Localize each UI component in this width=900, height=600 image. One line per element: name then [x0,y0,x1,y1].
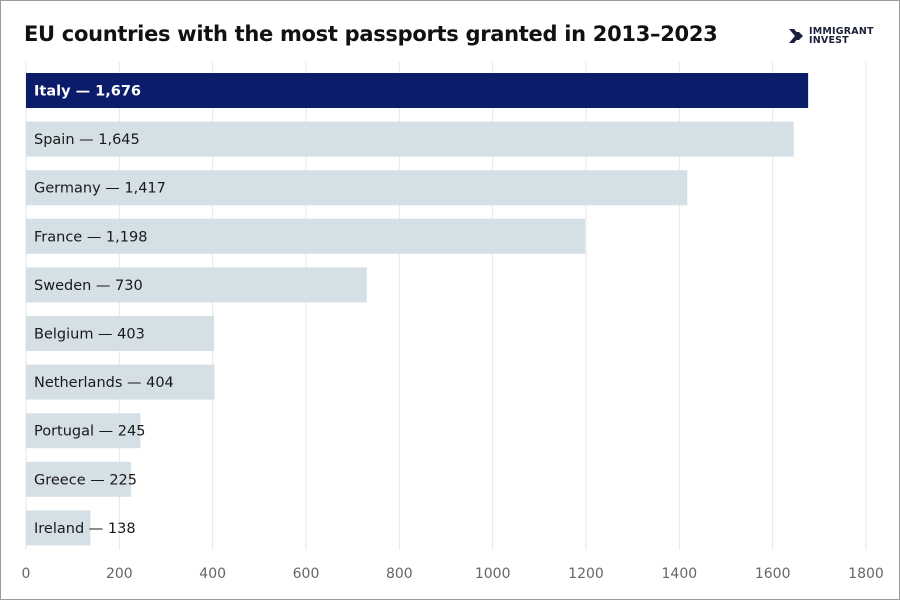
x-tick-label: 1800 [848,566,884,582]
bar-spain [26,121,794,157]
x-tick-label: 1000 [475,566,511,582]
x-tick-label: 1400 [662,566,698,582]
bar-italy [26,73,809,108]
bar-portugal [26,413,141,449]
chart-title: EU countries with the most passports gra… [24,22,718,46]
bar-label: Portugal — 245 [34,424,145,440]
bar-label: Italy — 1,676 [34,84,141,100]
bar-sweden [26,267,367,303]
x-tick-label: 0 [22,566,31,582]
bar-label: Greece — 225 [34,472,137,488]
bar-label: France — 1,198 [34,229,147,245]
bar-netherlands [26,364,215,400]
logo-text: IMMIGRANT INVEST [809,26,874,46]
x-tick-label: 800 [386,566,413,582]
x-tick-label: 1600 [755,566,791,582]
bar-greece [26,461,131,497]
logo: IMMIGRANT INVEST [788,27,874,45]
x-tick-label: 1200 [568,566,604,582]
bar-label: Germany — 1,417 [34,181,166,197]
bar-label: Spain — 1,645 [34,132,140,148]
x-tick-label: 600 [293,566,320,582]
bar-label: Sweden — 730 [34,278,143,294]
x-tick-label: 400 [199,566,226,582]
bar-belgium [26,316,215,351]
bar-germany [26,170,688,206]
bar-label: Ireland — 138 [34,521,136,537]
bar-label: Belgium — 403 [34,327,145,343]
bar-label: Netherlands — 404 [34,375,174,391]
logo-chevrons-icon [789,29,803,43]
x-tick-label: 200 [106,566,133,582]
bar-france [26,218,586,254]
bar-ireland [26,510,91,546]
